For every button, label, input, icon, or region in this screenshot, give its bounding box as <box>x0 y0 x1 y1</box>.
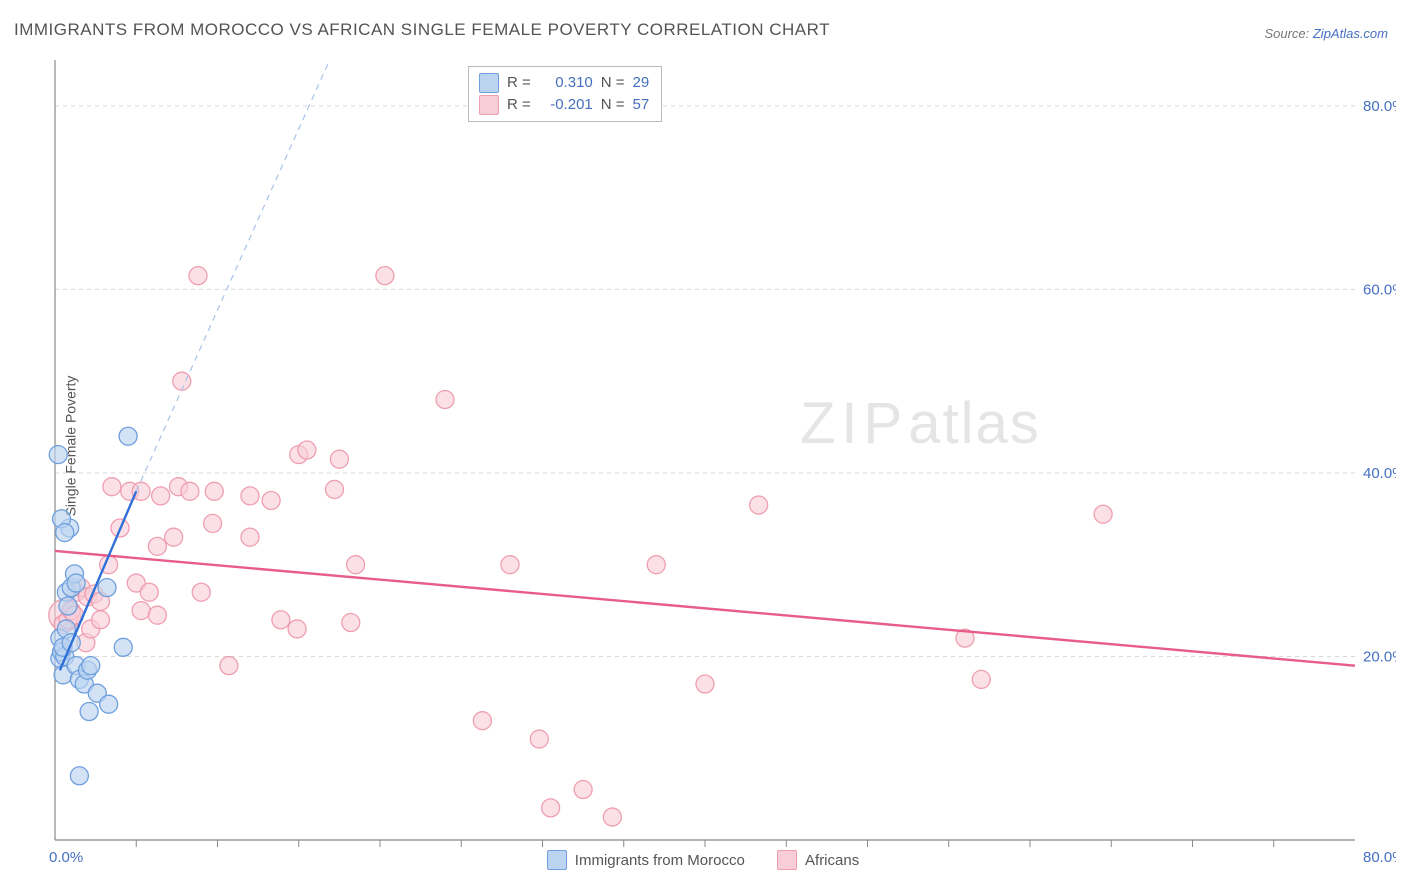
stats-legend-row: R = 0.310 N = 29 <box>479 72 649 94</box>
correlation-scatter-chart: 20.0%40.0%60.0%80.0%0.0%80.0% <box>10 60 1396 880</box>
legend-swatch-pink <box>777 850 797 870</box>
series-legend: Immigrants from Morocco Africans <box>0 850 1406 874</box>
legend-swatch-blue <box>547 850 567 870</box>
stats-legend-row: R = -0.201 N = 57 <box>479 94 649 116</box>
series-legend-item: Africans <box>777 850 859 870</box>
legend-n-label: N = <box>601 94 625 116</box>
svg-text:60.0%: 60.0% <box>1363 281 1396 298</box>
series-legend-label: Immigrants from Morocco <box>575 852 745 869</box>
source-label: Source: <box>1264 26 1312 41</box>
legend-r-label: R = <box>507 72 531 94</box>
legend-r-label: R = <box>507 94 531 116</box>
legend-n-value: 57 <box>633 94 650 116</box>
svg-text:40.0%: 40.0% <box>1363 465 1396 482</box>
legend-n-label: N = <box>601 72 625 94</box>
chart-title: IMMIGRANTS FROM MOROCCO VS AFRICAN SINGL… <box>14 20 830 40</box>
source-attribution: Source: ZipAtlas.com <box>1264 26 1388 41</box>
legend-n-value: 29 <box>633 72 650 94</box>
legend-r-value: 0.310 <box>539 72 593 94</box>
source-value: ZipAtlas.com <box>1313 26 1388 41</box>
stats-legend-box: R = 0.310 N = 29 R = -0.201 N = 57 <box>468 66 662 122</box>
legend-r-value: -0.201 <box>539 94 593 116</box>
series-legend-item: Immigrants from Morocco <box>547 850 745 870</box>
legend-swatch-pink <box>479 95 499 115</box>
svg-text:80.0%: 80.0% <box>1363 98 1396 115</box>
svg-text:20.0%: 20.0% <box>1363 648 1396 665</box>
legend-swatch-blue <box>479 73 499 93</box>
series-legend-label: Africans <box>805 852 859 869</box>
chart-container: IMMIGRANTS FROM MOROCCO VS AFRICAN SINGL… <box>0 0 1406 892</box>
